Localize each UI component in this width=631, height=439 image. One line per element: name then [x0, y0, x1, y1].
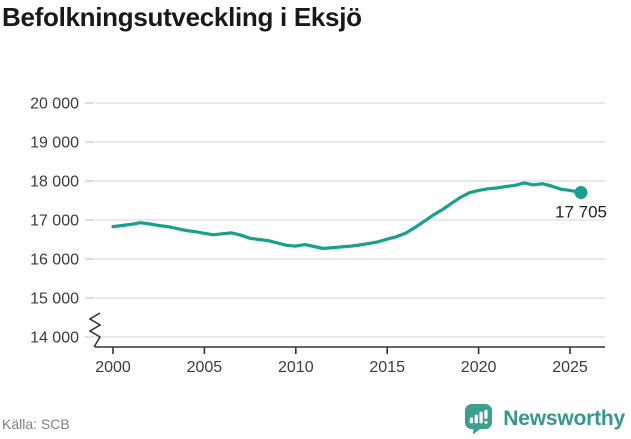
y-tick-label: 17 000: [30, 213, 79, 230]
x-tick-label: 2025: [552, 359, 588, 376]
source-note: Källa: SCB: [2, 416, 70, 432]
y-tick-label: 16 000: [30, 252, 79, 269]
y-tick-label: 19 000: [30, 135, 79, 152]
population-series-line: [111, 181, 583, 251]
x-tick-label: 2000: [95, 359, 131, 376]
x-tick-label: 2010: [278, 359, 314, 376]
x-tick-label: 2005: [187, 359, 223, 376]
chart-title: Befolkningsutveckling i Eksjö: [2, 2, 362, 32]
x-tick-label: 2015: [369, 359, 405, 376]
newsworthy-wordmark: Newsworthy: [503, 406, 625, 430]
y-tick-label: 20 000: [30, 96, 79, 113]
latest-value-label: 17 705: [555, 203, 607, 222]
newsworthy-bubble-chart-icon: [465, 403, 493, 435]
latest-value-dot: [574, 186, 588, 200]
y-tick-label: 14 000: [30, 330, 79, 347]
x-tick-label: 2020: [461, 359, 497, 376]
newsworthy-logo: Newsworthy: [463, 402, 625, 435]
y-tick-label: 15 000: [30, 291, 79, 308]
y-tick-label: 18 000: [30, 174, 79, 191]
axis-break-icon: [88, 312, 102, 348]
